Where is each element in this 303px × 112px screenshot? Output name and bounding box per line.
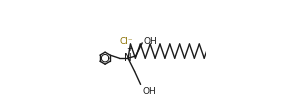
Text: +: + — [127, 44, 133, 53]
Text: N: N — [124, 53, 132, 63]
Text: OH: OH — [142, 87, 156, 96]
Text: OH: OH — [144, 37, 158, 46]
Text: Cl⁻: Cl⁻ — [119, 37, 133, 46]
